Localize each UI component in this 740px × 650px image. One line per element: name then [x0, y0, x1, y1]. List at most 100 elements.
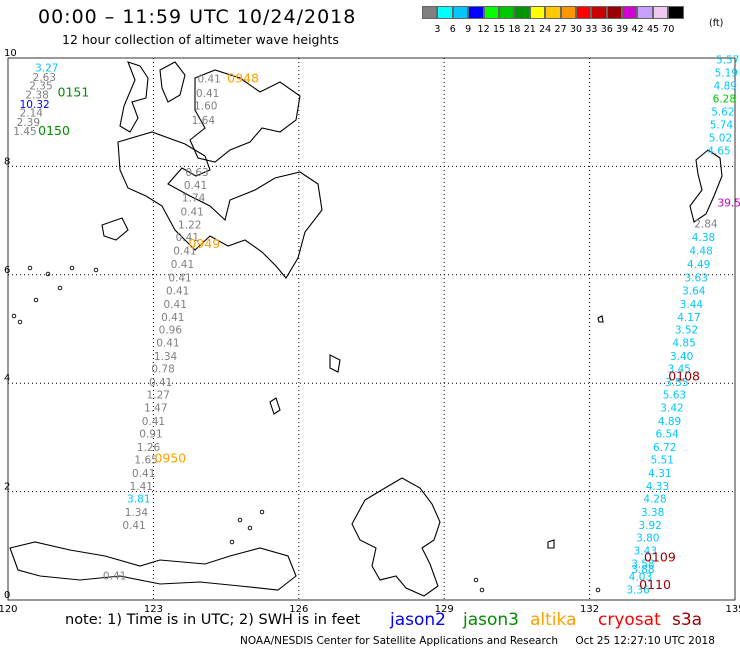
wave-height-value: 39.56 — [718, 198, 740, 210]
wave-height-value: 3.55 — [665, 377, 688, 389]
y-tick-label: 4 — [4, 373, 10, 384]
color-scale-swatch — [452, 6, 469, 19]
wave-height-value: 3.40 — [670, 351, 693, 363]
wave-height-value: 1.60 — [194, 100, 217, 112]
color-scale-swatch — [622, 6, 638, 19]
wave-height-value: 1.47 — [144, 402, 167, 414]
island — [27, 265, 33, 271]
wave-height-value: 0.78 — [151, 363, 174, 375]
wave-height-value: 3.81 — [127, 493, 150, 505]
wave-height-value: 0.96 — [159, 324, 183, 336]
legend-cryosat: cryosat — [598, 610, 661, 630]
color-scale-label: 15 — [492, 24, 506, 35]
color-scale-swatch — [668, 6, 684, 19]
island — [473, 577, 479, 583]
island — [479, 587, 485, 593]
chart-title: 00:00 – 11:59 UTC 10/24/2018 — [38, 6, 357, 28]
color-scale: 3 6 9 12 15 18 21 24 27 30 33 36 39 42 45 70 — [422, 6, 684, 35]
color-scale-swatch — [545, 6, 561, 19]
wave-height-value: 3.80 — [636, 532, 659, 544]
note-text: note: 1) Time is in UTC; 2) SWH is in fe… — [65, 612, 361, 628]
wave-height-value: 0.41 — [197, 73, 220, 85]
wave-height-value: 5.51 — [651, 454, 674, 466]
wave-height-value: 0.41 — [173, 246, 196, 258]
color-scale-swatch — [483, 6, 499, 19]
wave-height-value: 5.62 — [711, 106, 734, 118]
wave-height-value: 0.41 — [168, 272, 191, 284]
coastline — [547, 539, 555, 549]
coastline — [269, 397, 281, 415]
wave-height-value: 2.14 — [20, 108, 44, 120]
coastline — [329, 354, 341, 373]
wave-height-value: 2.63 — [33, 72, 56, 84]
coastline — [597, 315, 604, 323]
wave-height-value: 10.32 — [20, 99, 50, 111]
pass-time-label: 0150 — [38, 123, 70, 138]
wave-height-value: 2.35 — [29, 80, 52, 92]
wave-height-value: 3.43 — [634, 545, 657, 557]
wave-height-value: 0.41 — [180, 207, 203, 219]
wave-height-value: 0.41 — [132, 468, 155, 480]
wave-height-value: 3.92 — [638, 520, 661, 532]
x-tick-label: 129 — [435, 604, 454, 615]
map-frame — [7, 57, 736, 601]
wave-height-value: 0.41 — [103, 570, 126, 582]
island — [247, 525, 253, 531]
pass-time-label: 0110 — [639, 577, 671, 592]
wave-height-value: 5.63 — [663, 389, 686, 401]
wave-height-value: 4.65 — [707, 145, 730, 157]
color-scale-swatch — [606, 6, 623, 19]
color-scale-swatch — [468, 6, 484, 19]
color-scale-label: 27 — [554, 24, 567, 35]
wave-height-value: 0.41 — [149, 377, 172, 389]
wave-height-value: 1.34 — [154, 351, 178, 363]
color-scale-swatch — [498, 6, 515, 19]
credit-timestamp: Oct 25 12:27:10 UTC 2018 — [575, 635, 715, 647]
color-scale-label: 39 — [616, 24, 629, 35]
color-scale-label: 30 — [569, 24, 583, 35]
pass-time-label: 0948 — [227, 70, 259, 85]
island — [595, 587, 601, 593]
wave-height-value: 3.63 — [685, 272, 708, 284]
wave-height-value: 1.27 — [147, 389, 170, 401]
island — [11, 313, 17, 319]
wave-height-value: 3.64 — [682, 285, 706, 297]
x-tick-label: 126 — [289, 604, 308, 615]
color-scale-label: 21 — [523, 24, 536, 35]
wave-height-value: 0.91 — [139, 428, 162, 440]
y-tick-label: 10 — [4, 48, 17, 59]
wave-height-value: 2.84 — [694, 219, 718, 231]
credit-text: NOAA/NESDIS Center for Satellite Applica… — [240, 635, 715, 647]
color-scale-swatch — [637, 6, 653, 19]
color-scale-swatch — [437, 6, 453, 19]
wave-height-value: 6.54 — [655, 428, 679, 440]
wave-height-value: 1.26 — [137, 442, 161, 454]
wave-height-value: 4.89 — [658, 416, 681, 428]
wave-height-value: 0.41 — [196, 88, 219, 100]
wave-height-value: 2.39 — [17, 117, 40, 129]
wave-height-value: 1.22 — [178, 220, 201, 232]
wave-height-value: 3.38 — [641, 507, 664, 519]
island — [45, 271, 51, 277]
wave-height-value: 1.34 — [125, 507, 149, 519]
coastline — [119, 61, 149, 133]
wave-height-value: 1.41 — [130, 481, 153, 493]
wave-height-value: 4.85 — [672, 337, 695, 349]
wave-height-value: 3.58 — [631, 558, 654, 570]
pass-time-label: 0950 — [154, 450, 186, 465]
wave-height-value: 2.38 — [25, 90, 48, 102]
wave-height-value: 3.36 — [626, 584, 650, 596]
wave-height-value: 0.41 — [161, 312, 184, 324]
x-tick-label: 135 — [725, 604, 740, 615]
color-scale-label: 36 — [600, 24, 613, 35]
color-scale-swatch — [591, 6, 607, 19]
wave-height-value: 0.41 — [176, 232, 199, 244]
wave-height-value: 6.72 — [653, 442, 676, 454]
wave-height-value: 4.31 — [648, 468, 671, 480]
color-scale-swatch — [529, 6, 546, 19]
y-tick-label: 6 — [4, 265, 10, 276]
legend-jason2: jason2 — [390, 610, 446, 630]
x-tick-label: 132 — [580, 604, 599, 615]
wave-height-value: 4.33 — [646, 481, 669, 493]
island — [33, 297, 39, 303]
